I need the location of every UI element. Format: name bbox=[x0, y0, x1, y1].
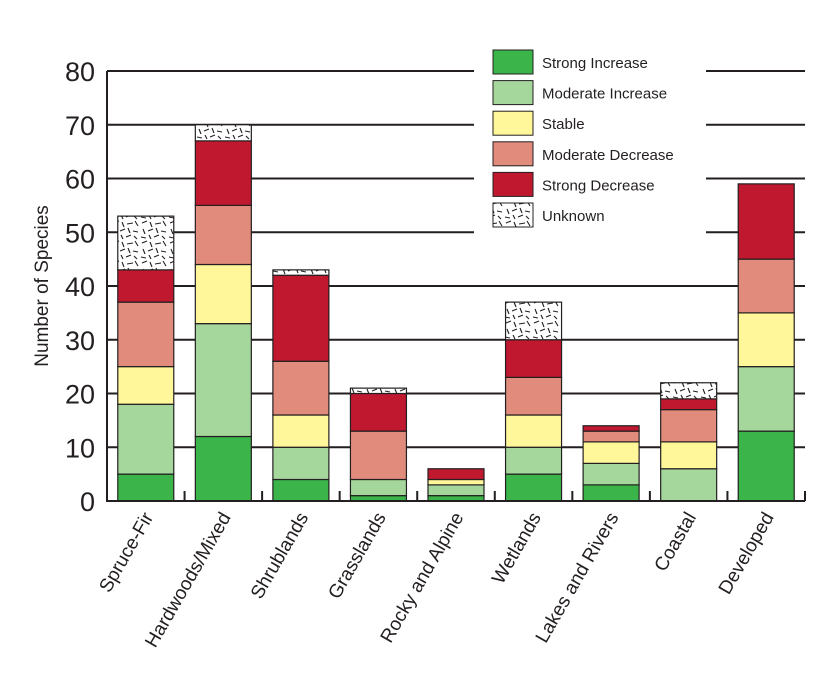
legend-swatch bbox=[492, 171, 534, 197]
bar-segment-moderate-decrease bbox=[194, 204, 252, 266]
bar-segment-strong-decrease bbox=[582, 425, 640, 432]
bar-segment-moderate-increase bbox=[660, 468, 718, 502]
bar-segment-moderate-decrease bbox=[582, 430, 640, 443]
bar-segment-strong-decrease bbox=[272, 274, 330, 362]
bar-segment-unknown bbox=[272, 269, 330, 276]
bar-segment-strong-increase bbox=[194, 435, 252, 502]
bar-segment-moderate-decrease bbox=[349, 430, 408, 481]
x-tick-label: Coastal bbox=[651, 509, 701, 575]
bar-segment-strong-increase bbox=[117, 473, 175, 502]
legend-label: Unknown bbox=[542, 208, 605, 225]
y-tick-label: 10 bbox=[65, 433, 95, 463]
y-tick-label: 30 bbox=[65, 326, 95, 356]
bar-segment-strong-increase bbox=[582, 484, 640, 502]
bar-segment-unknown bbox=[194, 124, 252, 142]
bar-segment-moderate-decrease bbox=[737, 258, 795, 314]
bar-segment-moderate-decrease bbox=[272, 360, 330, 416]
legend-label: Moderate Decrease bbox=[542, 147, 674, 164]
x-tick-label: Rocky and Alpine bbox=[377, 509, 469, 647]
legend-swatch bbox=[492, 141, 534, 167]
x-tick-label: Grasslands bbox=[325, 509, 391, 603]
bar-segment-strong-increase bbox=[737, 430, 795, 502]
y-tick-label: 20 bbox=[65, 380, 95, 410]
legend-swatch bbox=[492, 202, 534, 228]
y-tick-label: 0 bbox=[80, 487, 95, 517]
bar-segment-strong-decrease bbox=[427, 468, 485, 481]
legend-label: Strong Increase bbox=[542, 55, 648, 72]
x-tick-label: Developed bbox=[715, 509, 779, 598]
bar-segment-stable bbox=[582, 441, 640, 464]
legend-swatch bbox=[492, 80, 534, 106]
x-tick-label: Hardwoods/Mixed bbox=[141, 509, 235, 651]
bar-segment-strong-decrease bbox=[349, 392, 408, 432]
y-tick-label: 40 bbox=[65, 272, 95, 302]
bar-segment-moderate-increase bbox=[272, 446, 330, 481]
legend-label: Moderate Increase bbox=[542, 86, 667, 103]
y-tick-label: 80 bbox=[65, 57, 95, 87]
bar-segment-strong-decrease bbox=[660, 398, 718, 411]
y-tick-label: 70 bbox=[65, 111, 95, 141]
bar-segment-stable bbox=[427, 478, 485, 486]
bar-segment-moderate-increase bbox=[582, 462, 640, 486]
bar-segment-strong-decrease bbox=[117, 269, 175, 303]
bar-segment-moderate-increase bbox=[349, 478, 408, 497]
legend-swatch bbox=[492, 110, 534, 136]
y-axis-label: Number of Species bbox=[32, 205, 53, 367]
legend-label: Stable bbox=[542, 116, 585, 133]
bar-segment-moderate-increase bbox=[194, 323, 252, 438]
x-tick-label: Spruce-Fir bbox=[96, 508, 159, 596]
bar-segment-strong-decrease bbox=[194, 140, 252, 206]
legend-swatch bbox=[492, 49, 534, 75]
bar-segment-stable bbox=[660, 441, 718, 470]
bar-segment-moderate-decrease bbox=[504, 376, 563, 416]
bar-segment-unknown bbox=[504, 301, 563, 341]
bar-segment-moderate-increase bbox=[117, 403, 175, 475]
bar-segment-moderate-increase bbox=[504, 446, 563, 475]
bar-segment-stable bbox=[117, 366, 175, 405]
bar-segment-moderate-decrease bbox=[117, 301, 175, 368]
bar-segment-strong-increase bbox=[272, 478, 330, 502]
x-tick-label: Lakes and Rivers bbox=[532, 509, 624, 647]
bar-segment-moderate-increase bbox=[427, 484, 485, 497]
x-tick-label: Shrublands bbox=[247, 509, 313, 603]
bar-segment-strong-increase bbox=[504, 473, 563, 502]
bar-segment-moderate-decrease bbox=[660, 409, 718, 443]
bar-segment-strong-decrease bbox=[504, 339, 563, 378]
bar-segment-strong-decrease bbox=[737, 183, 795, 260]
bar-segment-stable bbox=[272, 414, 330, 448]
bar-segment-moderate-increase bbox=[737, 366, 795, 432]
x-tick-label: Wetlands bbox=[488, 509, 546, 588]
legend-label: Strong Decrease bbox=[542, 177, 655, 194]
y-tick-label: 60 bbox=[65, 165, 95, 195]
y-tick-label: 50 bbox=[65, 218, 95, 248]
bar-segment-stable bbox=[194, 263, 252, 325]
bar-segment-unknown bbox=[660, 382, 718, 400]
bar-segment-unknown bbox=[349, 387, 408, 395]
bar-segment-stable bbox=[504, 414, 563, 448]
bar-segment-unknown bbox=[117, 215, 175, 271]
bar-segment-stable bbox=[737, 312, 795, 368]
